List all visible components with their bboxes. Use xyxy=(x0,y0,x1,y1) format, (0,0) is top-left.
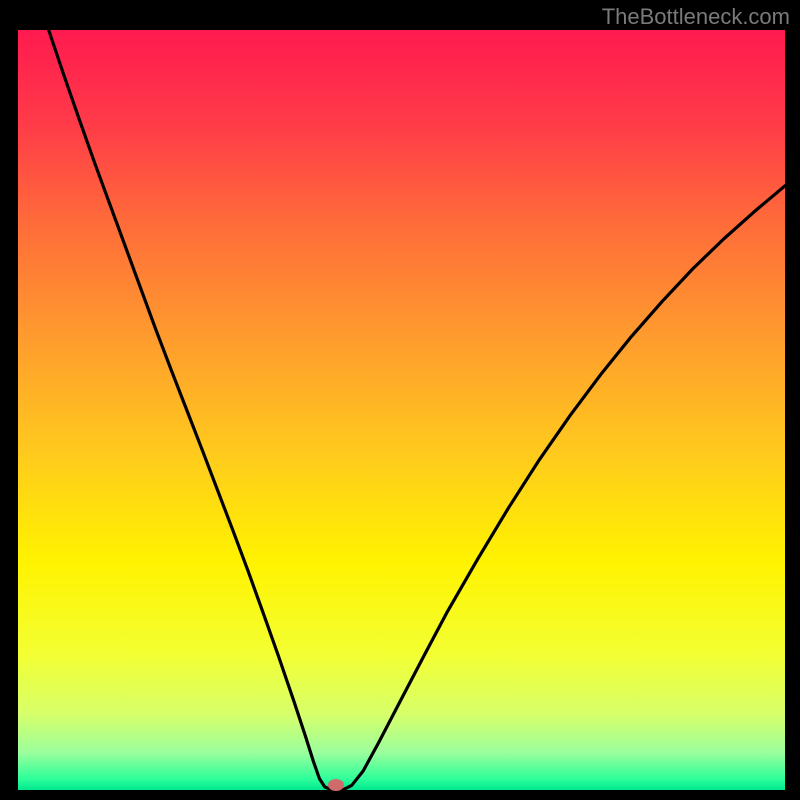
optimum-marker xyxy=(328,779,344,791)
chart-container: TheBottleneck.com xyxy=(0,0,800,800)
bottleneck-curve xyxy=(18,30,785,790)
watermark-text: TheBottleneck.com xyxy=(602,4,790,30)
plot-area xyxy=(18,30,785,790)
curve-path xyxy=(49,30,785,790)
